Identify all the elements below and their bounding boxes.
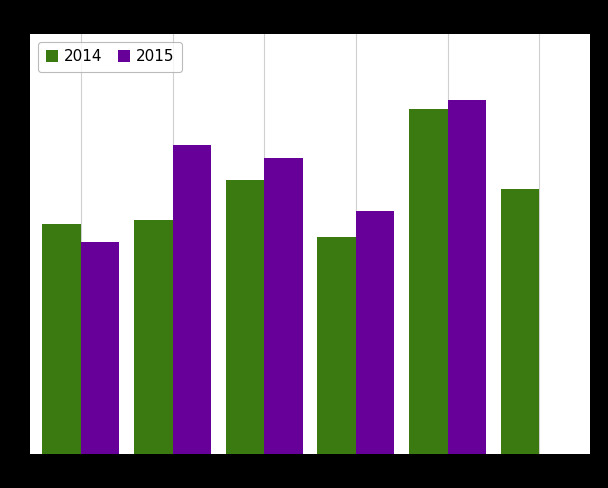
Bar <box>226 180 264 454</box>
Bar <box>173 144 211 454</box>
Bar <box>134 220 173 454</box>
Bar <box>409 109 447 454</box>
Bar <box>264 158 303 454</box>
Bar <box>356 211 395 454</box>
Legend: 2014, 2015: 2014, 2015 <box>38 42 182 72</box>
Bar <box>447 101 486 454</box>
Bar <box>81 242 119 454</box>
Bar <box>43 224 81 454</box>
Bar <box>317 237 356 454</box>
Bar <box>501 189 539 454</box>
